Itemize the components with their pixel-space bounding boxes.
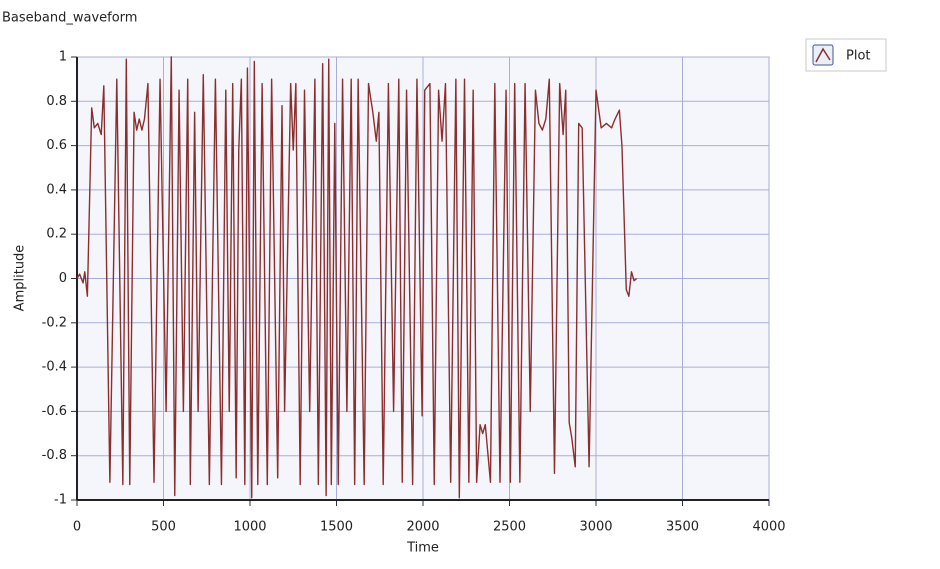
y-tick-label: -0.8 xyxy=(42,448,67,463)
x-tick-label: 1500 xyxy=(320,520,353,535)
legend: Plot xyxy=(805,38,887,72)
x-tick-label: 3000 xyxy=(579,520,612,535)
x-tick-label: 500 xyxy=(151,520,176,535)
x-tick-label: 0 xyxy=(73,520,81,535)
chart-title: Baseband_waveform xyxy=(2,11,137,26)
x-axis-label: Time xyxy=(406,541,439,556)
legend-swatch xyxy=(815,47,831,63)
y-tick-label: 0.8 xyxy=(46,94,67,109)
x-tick-label: 2500 xyxy=(493,520,526,535)
y-tick-label: -0.2 xyxy=(42,315,67,330)
x-tick-label: 3500 xyxy=(666,520,699,535)
y-tick-label: -1 xyxy=(54,493,67,508)
x-tick-label: 2000 xyxy=(406,520,439,535)
y-tick-label: 0.4 xyxy=(46,182,67,197)
y-tick-label: 1 xyxy=(59,50,67,65)
y-tick-label: -0.6 xyxy=(42,404,67,419)
y-axis-label: Amplitude xyxy=(13,245,28,312)
legend-label: Plot xyxy=(846,49,871,64)
series-line xyxy=(76,56,638,499)
x-tick-label: 4000 xyxy=(752,520,785,535)
y-tick-label: 0.2 xyxy=(46,227,67,242)
y-tick-label: 0.6 xyxy=(46,138,67,153)
y-tick-label: -0.4 xyxy=(42,360,67,375)
legend-icon xyxy=(812,44,834,66)
x-tick-label: 1000 xyxy=(233,520,266,535)
y-tick-label: 0 xyxy=(59,271,67,286)
